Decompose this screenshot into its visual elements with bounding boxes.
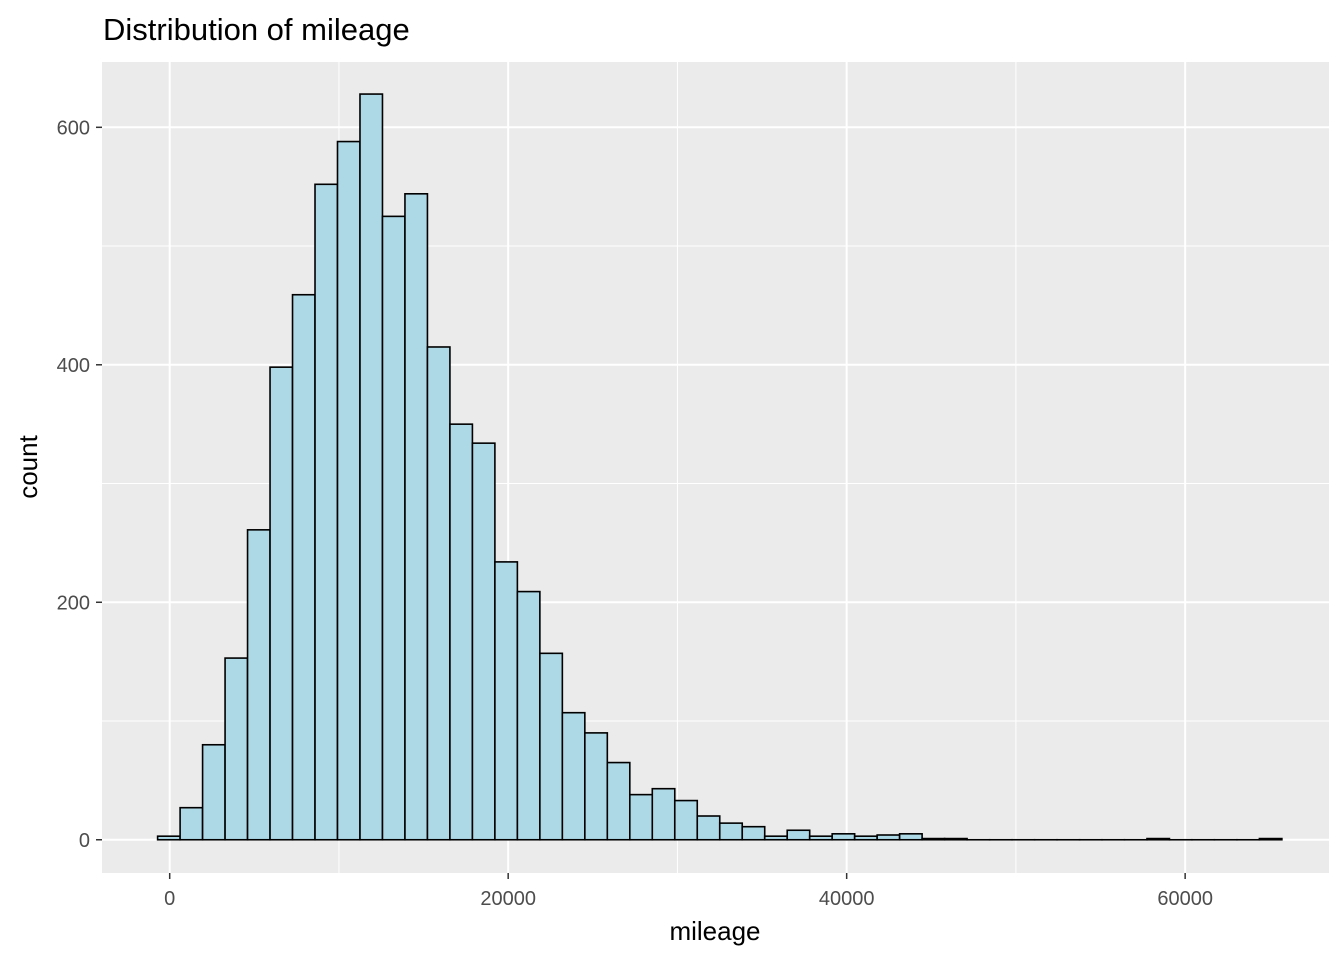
x-tick-label: 0: [164, 888, 175, 910]
histogram-bar: [495, 562, 517, 840]
histogram-bar: [810, 836, 832, 840]
x-axis-label: mileage: [669, 916, 760, 946]
histogram-bar: [832, 834, 854, 840]
histogram-bar: [293, 295, 315, 840]
histogram-bar: [585, 733, 607, 840]
x-axis-ticks: 0 20000 40000 60000: [164, 873, 1213, 910]
histogram-bar: [180, 808, 202, 840]
histogram-bar: [1259, 839, 1281, 840]
histogram-bar: [360, 94, 382, 840]
histogram-bar: [562, 713, 584, 840]
histogram-bar: [765, 836, 787, 840]
histogram-bar: [630, 795, 652, 840]
histogram-bar: [540, 653, 562, 839]
histogram-bar: [270, 367, 292, 840]
histogram-bar: [742, 827, 764, 840]
histogram-bar: [472, 443, 494, 840]
y-axis-ticks: 0 200 400 600: [57, 117, 102, 851]
histogram-bar: [450, 424, 472, 840]
histogram-bar: [382, 216, 404, 839]
y-tick-label: 600: [57, 117, 90, 139]
histogram-bar: [337, 142, 359, 840]
histogram-bar: [607, 763, 629, 840]
histogram-bar: [787, 830, 809, 839]
x-tick-label: 40000: [819, 888, 875, 910]
histogram-bar: [922, 839, 944, 840]
histogram-bar: [315, 184, 337, 839]
histogram-bar: [203, 745, 225, 840]
histogram-bar: [675, 801, 697, 840]
y-tick-label: 400: [57, 355, 90, 377]
histogram-bar: [248, 530, 270, 840]
histogram-bar: [900, 834, 922, 840]
histogram-bar: [855, 836, 877, 840]
x-tick-label: 20000: [480, 888, 536, 910]
histogram-bar: [720, 823, 742, 840]
x-tick-label: 60000: [1157, 888, 1213, 910]
y-axis-label: count: [13, 434, 43, 498]
y-tick-label: 200: [57, 592, 90, 614]
histogram-bar: [158, 836, 180, 840]
histogram-bar: [652, 789, 674, 840]
histogram-bar: [427, 347, 449, 840]
histogram-bar: [697, 816, 719, 840]
histogram-bar: [1147, 839, 1169, 840]
histogram-bar: [517, 592, 539, 840]
histogram-bar: [225, 658, 247, 840]
y-tick-label: 0: [79, 830, 90, 852]
histogram-bar: [877, 835, 899, 840]
chart-title: Distribution of mileage: [103, 12, 410, 47]
histogram-bar: [405, 194, 427, 840]
histogram-bar: [945, 839, 967, 840]
